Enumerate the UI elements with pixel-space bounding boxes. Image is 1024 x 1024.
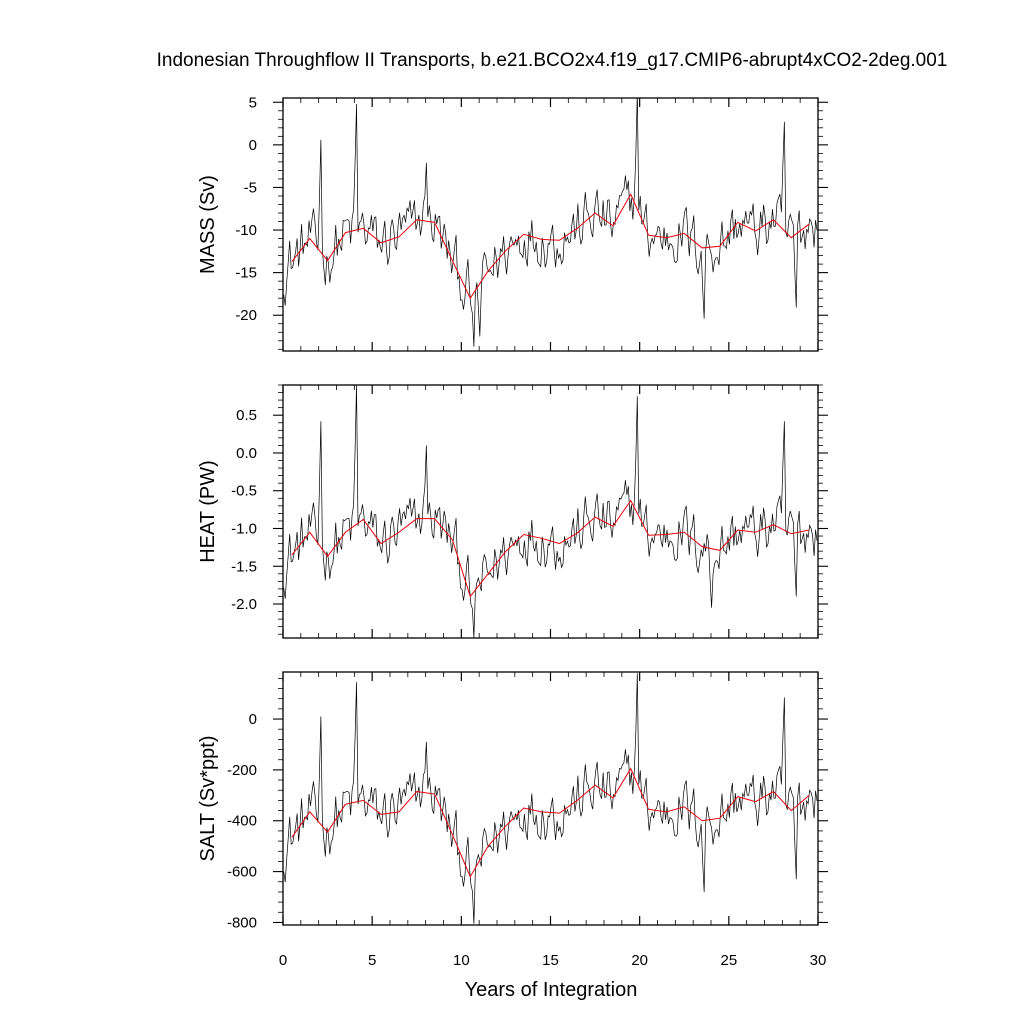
heat-y-tick-label: 0.5 bbox=[236, 407, 257, 424]
salt-y-tick-label: -800 bbox=[227, 914, 257, 931]
heat-panel: 0.5 0.0 -0.5 -1.0 -1.5 -2.0 HEAT (PW) bbox=[197, 384, 828, 639]
salt-y-tick-label: -400 bbox=[227, 813, 257, 830]
heat-y-tick-label: -0.5 bbox=[231, 483, 257, 500]
salt-panel: 0 -200 -400 -600 -800 SALT (Sv*ppt) bbox=[197, 671, 828, 931]
salt-y-tick-label: -600 bbox=[227, 864, 257, 881]
x-axis-label: Years of Integration bbox=[465, 979, 638, 1001]
mass-y-tick-label: -20 bbox=[235, 307, 257, 324]
heat-y-tick-label: -2.0 bbox=[231, 596, 257, 613]
heat-y-axis-label: HEAT (PW) bbox=[197, 460, 219, 563]
x-tick-labels: 0 5 10 15 20 25 30 bbox=[279, 952, 827, 969]
salt-y-tick-label: 0 bbox=[249, 711, 257, 728]
x-tick-label: 20 bbox=[631, 952, 648, 969]
mass-monthly-series bbox=[283, 98, 818, 347]
heat-annual-mean-series bbox=[291, 499, 810, 598]
figure-title: Indonesian Throughflow II Transports, b.… bbox=[157, 50, 948, 71]
x-tick-label: 10 bbox=[453, 952, 470, 969]
x-tick-label: 15 bbox=[542, 952, 559, 969]
mass-panel: 5 0 -5 -10 -15 -20 MASS (Sv) bbox=[197, 94, 828, 352]
mass-y-axis-label: MASS (Sv) bbox=[197, 175, 219, 274]
mass-y-tick-label: 0 bbox=[249, 137, 257, 154]
heat-y-tick-label: 0.0 bbox=[236, 445, 257, 462]
mass-y-tick-label: 5 bbox=[249, 94, 257, 111]
salt-y-tick-label: -200 bbox=[227, 762, 257, 779]
x-tick-label: 5 bbox=[368, 952, 376, 969]
salt-y-axis-label: SALT (Sv*ppt) bbox=[197, 736, 219, 862]
x-tick-label: 30 bbox=[810, 952, 827, 969]
mass-y-tick-label: -5 bbox=[244, 179, 257, 196]
salt-monthly-series bbox=[283, 673, 818, 924]
heat-monthly-series bbox=[283, 385, 818, 638]
x-tick-label: 25 bbox=[720, 952, 737, 969]
heat-y-tick-label: -1.0 bbox=[231, 520, 257, 537]
mass-y-tick-label: -10 bbox=[235, 222, 257, 239]
mass-annual-mean-series bbox=[291, 193, 810, 300]
salt-annual-mean-series bbox=[291, 767, 810, 878]
heat-y-tick-label: -1.5 bbox=[231, 558, 257, 575]
mass-plot-frame bbox=[282, 97, 819, 352]
mass-y-tick-label: -15 bbox=[235, 265, 257, 282]
salt-plot-frame bbox=[282, 671, 819, 926]
x-tick-label: 0 bbox=[279, 952, 287, 969]
